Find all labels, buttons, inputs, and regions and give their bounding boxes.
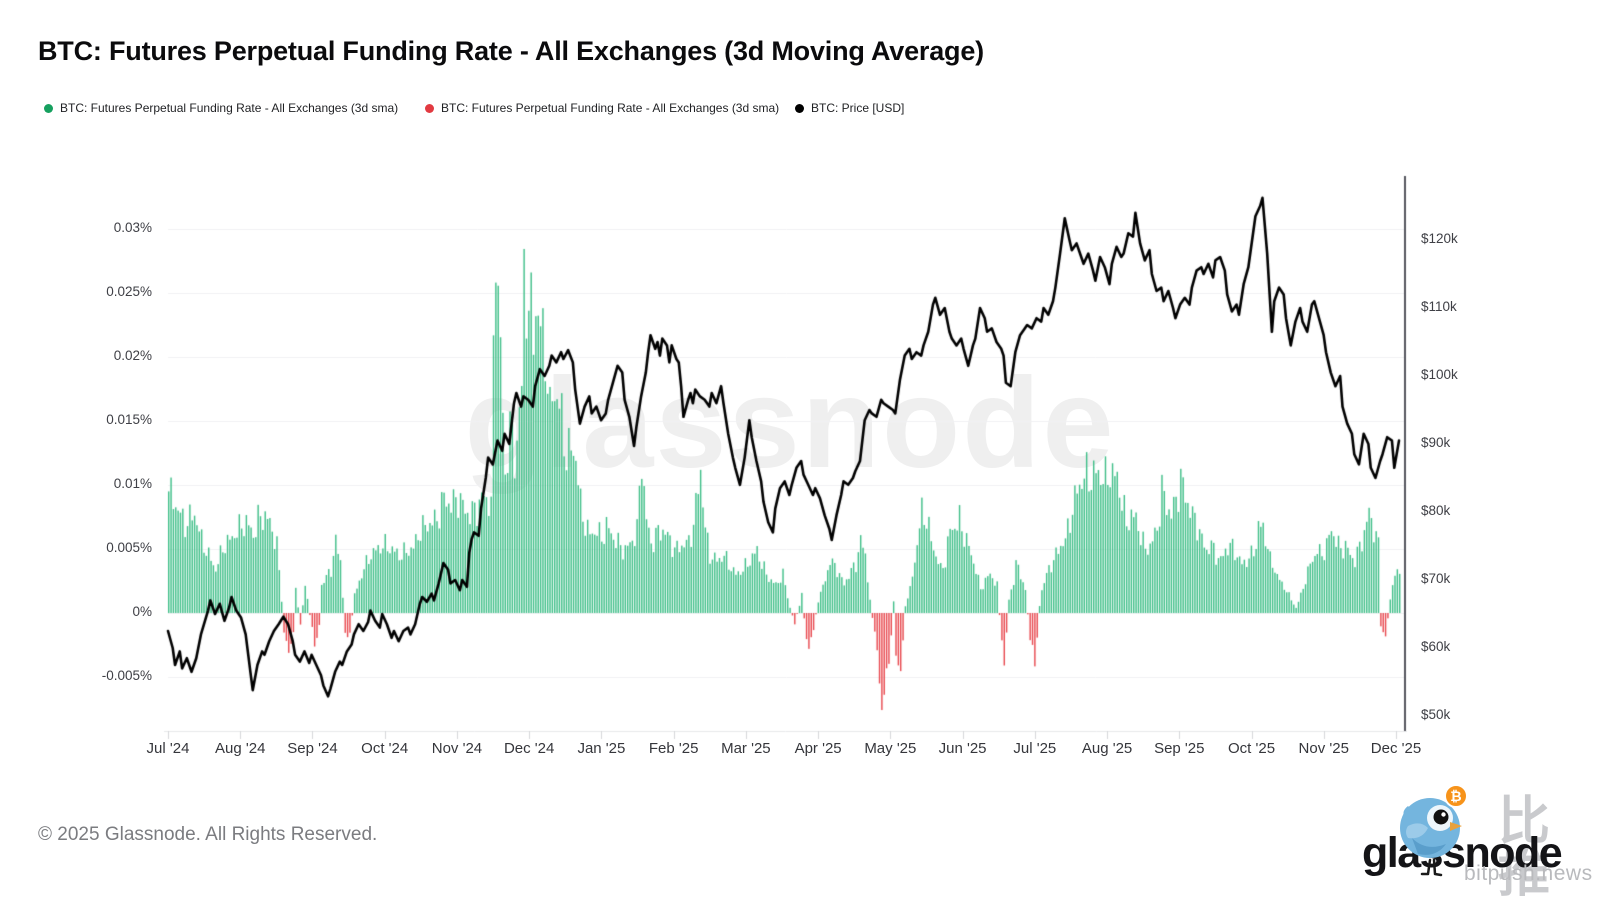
x-axis-month-label: Jul '25 — [1013, 740, 1057, 757]
y-axis-right-tick-label: $90k — [1421, 435, 1451, 450]
x-axis-month-label: Jan '25 — [577, 740, 626, 757]
chart-area: glassnode 0.03%0.025%0.02%0.015%0.01%0.0… — [0, 0, 1600, 780]
y-axis-left-tick-label: -0.005% — [101, 668, 152, 683]
bitcoin-symbol: ₿ — [1450, 788, 1461, 804]
y-axis-left-tick-label: 0.005% — [106, 540, 152, 555]
x-axis-month-label: Mar '25 — [721, 740, 771, 757]
y-axis-right-tick-label: $120k — [1421, 231, 1458, 246]
y-axis-left-tick-label: 0.015% — [106, 412, 152, 427]
x-axis-month-label: Dec '25 — [1370, 740, 1422, 757]
x-axis-month-label: Sep '25 — [1154, 740, 1205, 757]
x-axis-month-label: Aug '24 — [215, 740, 266, 757]
bitpush-bird-logo-icon: ₿ — [1400, 784, 1468, 877]
y-axis-right-tick-label: $60k — [1421, 639, 1451, 654]
x-axis-month-label: Sep '24 — [287, 740, 338, 757]
x-axis-month-label: Nov '24 — [431, 740, 483, 757]
bitpush-cjk-watermark: 比推 — [1498, 793, 1553, 900]
y-axis-right-tick-label: $50k — [1421, 707, 1451, 722]
x-axis-month-label: Oct '25 — [1227, 740, 1276, 757]
y-axis-right-tick-label: $80k — [1421, 503, 1451, 518]
x-axis-month-label: Jun '25 — [938, 740, 987, 757]
bitpush-attribution: bitpush.news — [1464, 862, 1593, 885]
x-axis-month-label: Nov '25 — [1298, 740, 1349, 757]
y-axis-left-tick-label: 0.025% — [106, 284, 152, 299]
x-axis-month-label: Feb '25 — [648, 740, 699, 757]
x-axis-month-label: Jul '24 — [146, 740, 190, 757]
glassnode-logo-wordmark: glassnode — [1362, 829, 1563, 877]
y-axis-right-tick-label: $70k — [1421, 571, 1451, 586]
y-axis-right-tick-label: $100k — [1421, 367, 1458, 382]
x-axis-month-label: Oct '24 — [361, 740, 409, 757]
x-axis-month-label: Dec '24 — [503, 740, 555, 757]
y-axis-left-tick-label: 0% — [132, 604, 152, 619]
y-axis-left-tick-label: 0.01% — [113, 476, 152, 491]
y-axis-left-tick-label: 0.02% — [113, 348, 152, 363]
y-axis-left-tick-label: 0.03% — [113, 220, 152, 235]
chart-canvas[interactable] — [0, 0, 1600, 780]
y-axis-right-tick-label: $110k — [1421, 299, 1457, 314]
x-axis-month-label: Aug '25 — [1081, 740, 1133, 757]
x-axis-month-label: Apr '25 — [794, 740, 842, 757]
copyright-text: © 2025 Glassnode. All Rights Reserved. — [38, 824, 378, 845]
x-axis-month-label: May '25 — [864, 740, 917, 757]
